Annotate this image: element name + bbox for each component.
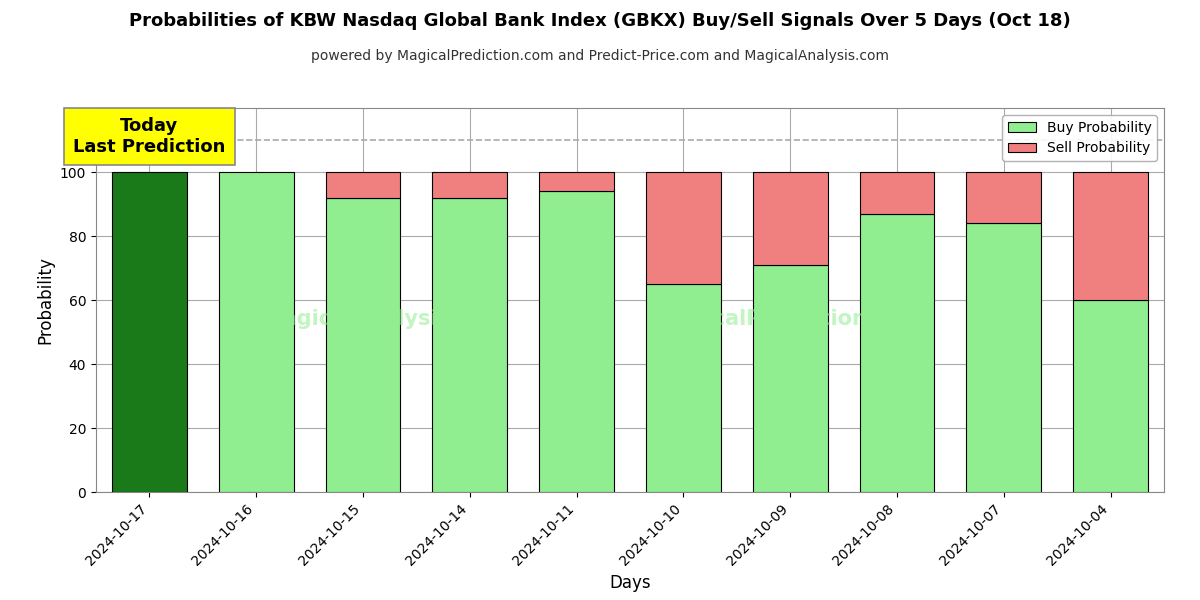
Bar <box>432 172 508 197</box>
Bar <box>539 172 614 191</box>
Text: powered by MagicalPrediction.com and Predict-Price.com and MagicalAnalysis.com: powered by MagicalPrediction.com and Pre… <box>311 49 889 63</box>
Bar <box>1073 300 1148 492</box>
Text: Today
Last Prediction: Today Last Prediction <box>73 117 226 156</box>
Bar <box>325 172 401 197</box>
Bar <box>966 223 1042 492</box>
X-axis label: Days: Days <box>610 574 650 592</box>
Y-axis label: Probability: Probability <box>36 256 54 344</box>
Bar <box>646 284 721 492</box>
Text: MagicalPrediction.com: MagicalPrediction.com <box>656 309 924 329</box>
Bar <box>112 172 187 492</box>
Bar <box>218 172 294 492</box>
Bar <box>432 197 508 492</box>
Bar <box>752 172 828 265</box>
Bar <box>966 172 1042 223</box>
Text: Probabilities of KBW Nasdaq Global Bank Index (GBKX) Buy/Sell Signals Over 5 Day: Probabilities of KBW Nasdaq Global Bank … <box>130 12 1070 30</box>
Bar <box>1073 172 1148 300</box>
Text: MagicalAnalysis.com: MagicalAnalysis.com <box>262 309 506 329</box>
Bar <box>325 197 401 492</box>
Bar <box>859 214 935 492</box>
Bar <box>646 172 721 284</box>
Bar <box>539 191 614 492</box>
Bar <box>752 265 828 492</box>
Legend: Buy Probability, Sell Probability: Buy Probability, Sell Probability <box>1002 115 1157 161</box>
Bar <box>859 172 935 214</box>
